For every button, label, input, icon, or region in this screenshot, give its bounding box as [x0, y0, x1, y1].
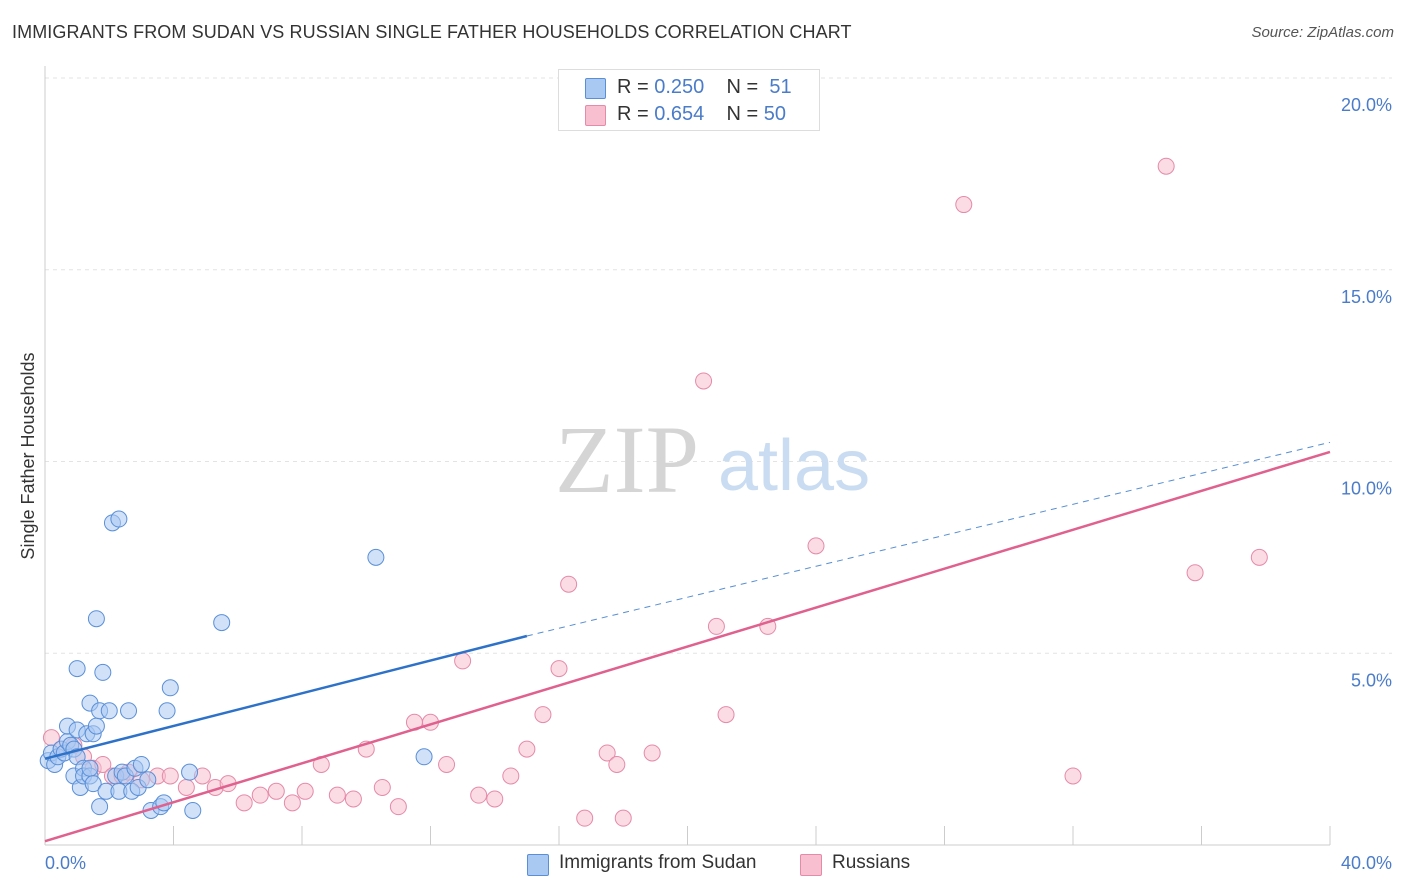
- russians-point: [251, 786, 269, 804]
- russians-point: [235, 794, 253, 812]
- russians-point: [707, 617, 725, 635]
- russians-point: [283, 794, 301, 812]
- y-tick-label: 10.0%: [1341, 479, 1392, 499]
- russians-point: [1250, 548, 1268, 566]
- sudan-point: [367, 548, 385, 566]
- stats-legend: R = 0.250 N = 51 R = 0.654 N = 50: [558, 69, 820, 131]
- russians-point: [344, 790, 362, 808]
- russians-point: [534, 706, 552, 724]
- legend-n-value-sudan: 51: [769, 76, 792, 98]
- legend-r-label-sudan: R =: [617, 76, 655, 98]
- sudan-point: [84, 775, 102, 793]
- watermark-atlas: atlas: [718, 426, 870, 506]
- russians-point: [438, 755, 456, 773]
- x-tick-label-min: 0.0%: [45, 853, 86, 873]
- bottom-legend-swatch-russians: [800, 854, 822, 876]
- chart-source: Source: ZipAtlas.com: [1251, 24, 1394, 41]
- axis-layer: [44, 66, 1331, 846]
- legend-n-value-russians: 50: [763, 103, 787, 125]
- sudan-point: [120, 702, 138, 720]
- russians-point: [550, 660, 568, 678]
- sudan-point: [184, 801, 202, 819]
- russians-point: [177, 778, 195, 796]
- russians-point: [267, 782, 285, 800]
- russians-point: [389, 798, 407, 816]
- legend-text-sudan: R = 0.250 N = 51: [617, 76, 792, 99]
- russians-point: [560, 575, 578, 593]
- russians-point: [454, 652, 472, 670]
- russians-point: [296, 782, 314, 800]
- russians-point: [1064, 767, 1082, 785]
- sudan-point: [213, 614, 231, 632]
- bottom-legend-swatch-sudan: [527, 854, 549, 876]
- y-tick-label: 15.0%: [1341, 287, 1392, 307]
- russians-point: [576, 809, 594, 827]
- trend-lines: [44, 441, 1331, 843]
- russians-point: [161, 767, 179, 785]
- russians-point: [608, 755, 626, 773]
- russians-point: [1157, 157, 1175, 175]
- y-tick-label: 5.0%: [1351, 670, 1392, 690]
- russians-point: [695, 372, 713, 390]
- russians-trend-line: [44, 450, 1331, 843]
- sudan-point: [415, 748, 433, 766]
- sudan-point: [139, 771, 157, 789]
- legend-r-value-russians: 0.654: [654, 103, 705, 125]
- y-axis-label: Single Father Households: [18, 352, 38, 559]
- sudan-point: [87, 717, 105, 735]
- sudan-point: [161, 679, 179, 697]
- sudan-point: [94, 663, 112, 681]
- sudan-point: [100, 702, 118, 720]
- sudan-point: [81, 759, 99, 777]
- legend-n-label-sudan: N =: [726, 76, 764, 98]
- bottom-legend-label-sudan: Immigrants from Sudan: [559, 852, 757, 873]
- sudan-point: [181, 763, 199, 781]
- russians-point: [614, 809, 632, 827]
- legend-n-label-russians: N =: [726, 103, 764, 125]
- watermark: ZIP atlas: [555, 406, 870, 513]
- russians-point: [643, 744, 661, 762]
- sudan-trend-extension: [526, 441, 1331, 637]
- y-tick-label: 20.0%: [1341, 95, 1392, 115]
- russians-point: [518, 740, 536, 758]
- legend-swatch-russians: [585, 105, 606, 126]
- russians-point: [486, 790, 504, 808]
- russians-point: [717, 706, 735, 724]
- sudan-point: [87, 610, 105, 628]
- legend-r-label-russians: R =: [617, 103, 655, 125]
- sudan-point: [110, 510, 128, 528]
- legend-r-value-sudan: 0.250: [654, 76, 705, 98]
- legend-swatch-sudan: [585, 78, 606, 99]
- sudan-point: [91, 798, 109, 816]
- russians-point: [1186, 564, 1204, 582]
- legend-text-russians: R = 0.654 N = 50: [617, 103, 786, 126]
- tick-labels: 5.0% 10.0% 15.0% 20.0% 0.0% 40.0%: [45, 95, 1392, 873]
- russians-point: [598, 744, 616, 762]
- sudan-point: [68, 660, 86, 678]
- sudan-point: [158, 702, 176, 720]
- russians-point: [470, 786, 488, 804]
- bottom-legend-label-russians: Russians: [832, 852, 911, 873]
- russians-point: [502, 767, 520, 785]
- sudan-point: [132, 755, 150, 773]
- sudan-trend-line: [44, 634, 528, 760]
- russians-point: [807, 537, 825, 555]
- russians-point: [373, 778, 391, 796]
- sudan-points: [39, 510, 433, 819]
- chart-title: IMMIGRANTS FROM SUDAN VS RUSSIAN SINGLE …: [12, 22, 852, 42]
- russians-point: [955, 196, 973, 214]
- x-tick-label-max: 40.0%: [1341, 853, 1392, 873]
- watermark-zip: ZIP: [555, 406, 699, 513]
- russians-point: [328, 786, 346, 804]
